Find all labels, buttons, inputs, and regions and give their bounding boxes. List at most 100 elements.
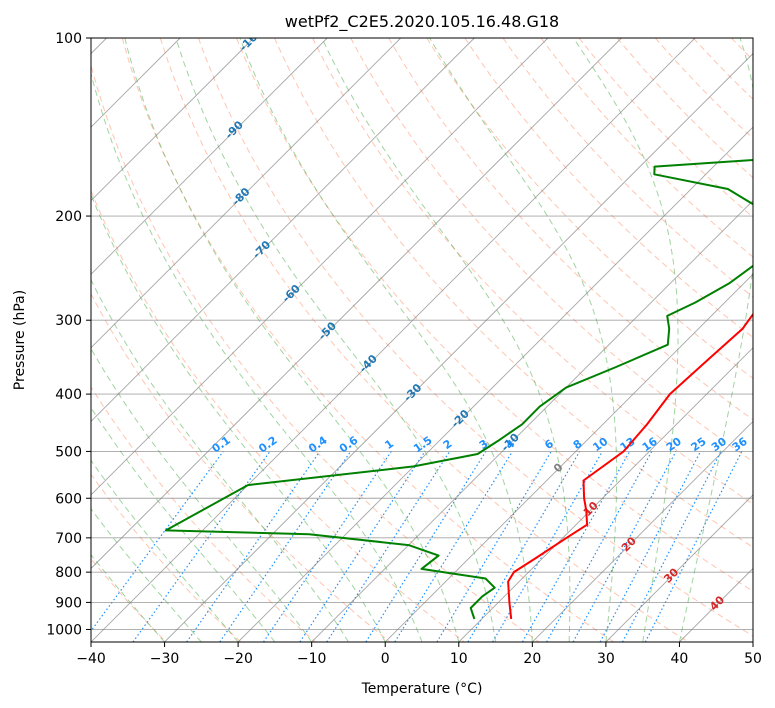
moist-adiabat-line	[239, 38, 533, 642]
y-tick-label: 900	[55, 595, 82, 611]
dry-adiabat-line	[654, 38, 753, 140]
moist-adiabats	[91, 38, 753, 642]
x-tick-label: 50	[744, 651, 762, 667]
pressure-gridlines	[91, 38, 753, 630]
dry-adiabat-line	[388, 38, 753, 421]
isotherm-label: -40	[357, 352, 380, 375]
isotherm-line	[458, 347, 753, 642]
isotherm-line	[91, 38, 402, 349]
y-tick-label: 100	[55, 31, 82, 47]
mixing-ratio-label: 1	[382, 437, 396, 452]
dry-adiabat-line	[312, 38, 753, 505]
mixing-ratio-line	[186, 451, 321, 642]
mixing-ratio-label: 0.4	[306, 433, 330, 455]
x-tick-label: 30	[597, 651, 615, 667]
isotherm-line	[605, 494, 753, 642]
dry-adiabat-line	[464, 38, 753, 339]
mixing-ratio-line	[521, 451, 631, 642]
dry-adiabat-line	[91, 189, 465, 642]
isotherm-line	[91, 38, 254, 202]
x-tick-label: −40	[76, 651, 106, 667]
isotherm-line	[237, 126, 753, 642]
mixing-ratio-line	[219, 451, 352, 642]
dry-adiabat-line	[692, 38, 753, 100]
profile-series	[164, 159, 753, 620]
isotherm-line	[679, 567, 753, 642]
moist-adiabat-line	[91, 278, 349, 642]
moist-adiabat-line	[124, 38, 460, 642]
dry-adiabat-line	[91, 557, 167, 642]
mixing-ratio-label: 6	[542, 437, 556, 452]
isotherm-line	[91, 38, 328, 275]
isotherm-label: 40	[707, 593, 727, 613]
mixing-ratio-line	[546, 451, 653, 642]
plot-area: -100-90-80-70-60-50-40-30-20-10010203040…	[91, 25, 775, 642]
isotherm-line	[752, 641, 753, 642]
y-tick-label: 600	[55, 491, 82, 507]
isotherm-label: 30	[661, 565, 681, 585]
moist-adiabat-line	[573, 38, 679, 642]
dry-adiabat-line	[578, 38, 753, 218]
dry-adiabat-line	[91, 292, 391, 642]
x-tick-label: 20	[523, 651, 541, 667]
dewpoint-line	[164, 159, 753, 620]
plot-frame	[90, 37, 754, 643]
dry-adiabats	[91, 38, 775, 642]
y-tick-label: 300	[55, 313, 82, 329]
mixing-ratio-line	[644, 451, 743, 642]
isotherm-line	[311, 200, 753, 642]
dry-adiabat-line	[426, 38, 753, 379]
x-tick-label: −20	[223, 651, 253, 667]
mixing-ratio-label: 0.1	[209, 434, 232, 456]
moist-adiabat-line	[91, 347, 313, 642]
mixing-ratio-line	[467, 451, 581, 642]
dry-adiabat-line	[770, 38, 775, 642]
isotherm-label: 20	[619, 534, 639, 554]
dry-adiabat-line	[236, 38, 753, 592]
dry-adiabat-line	[91, 473, 242, 642]
x-tick-label: 40	[671, 651, 689, 667]
x-tick-label: 0	[381, 651, 390, 667]
y-tick-label: 1000	[46, 622, 82, 638]
isotherm-label: -30	[401, 381, 424, 404]
temperature-line	[507, 312, 753, 620]
dry-adiabat-line	[274, 38, 753, 548]
mixing-ratio-label: 0.2	[256, 434, 279, 456]
y-axis-label: Pressure (hPa)	[12, 290, 28, 390]
moist-adiabat-line	[678, 38, 753, 642]
mixing-ratio-line	[326, 451, 451, 642]
moist-adiabat-line	[91, 553, 165, 642]
mixing-ratio-line	[132, 451, 271, 642]
mixing-ratio-line	[91, 451, 224, 632]
x-tick-label: 10	[450, 651, 468, 667]
moist-adiabat-line	[91, 71, 423, 642]
isotherm-line	[91, 38, 696, 642]
isotherm-label: -90	[223, 118, 246, 141]
moist-adiabat-line	[175, 38, 497, 642]
isotherm-label: -80	[229, 185, 252, 208]
x-axis-label: Temperature (°C)	[361, 681, 483, 697]
isotherm-label: -50	[316, 319, 339, 342]
y-tick-label: 700	[55, 531, 82, 547]
chart-title: wetPf2_C2E5.2020.105.16.48.G18	[285, 12, 559, 32]
y-tick-label: 500	[55, 444, 82, 460]
mixing-ratio-line	[622, 451, 722, 642]
mixing-ratio-label: 2	[441, 437, 455, 452]
dry-adiabat-line	[91, 63, 540, 642]
dry-adiabat-line	[121, 38, 614, 642]
moist-adiabat-line	[91, 406, 276, 642]
moist-adiabat-line	[429, 38, 618, 642]
isotherm-line	[91, 38, 475, 422]
isotherm-line	[384, 273, 753, 642]
isotherm-line	[164, 52, 753, 642]
isotherm-label: -100	[237, 25, 266, 54]
isotherm-line	[91, 38, 622, 570]
y-tick-label: 400	[55, 387, 82, 403]
isotherm-line	[91, 38, 549, 496]
x-tick-label: −30	[150, 651, 180, 667]
isotherm-label: -60	[280, 282, 303, 305]
y-tick-label: 800	[55, 565, 82, 581]
dry-adiabat-line	[159, 38, 689, 642]
mixing-ratio-line	[572, 451, 677, 642]
